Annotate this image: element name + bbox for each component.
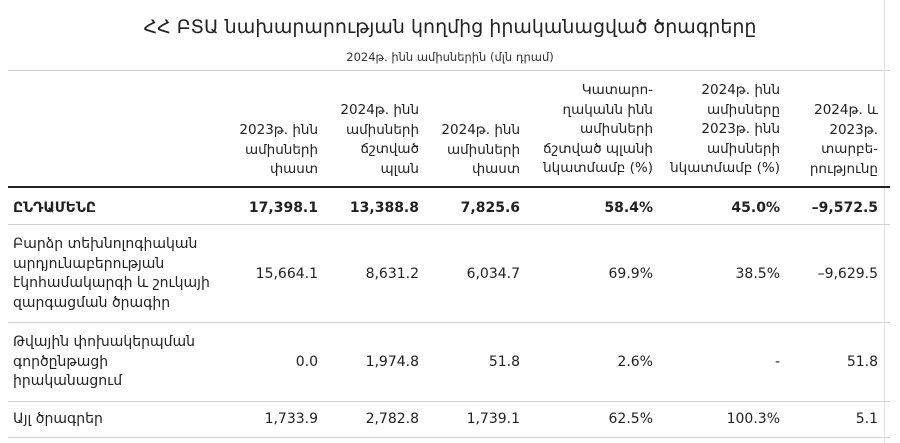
cell-2024-actual: 1,739.1	[466, 411, 520, 427]
row-label: ԸՆԴԱՄԵՆԸ	[13, 200, 96, 216]
row-label: Բարձր տեխնոլոգիական արդյունաբերության էկ…	[13, 236, 210, 311]
cell-2024-plan: 8,631.2	[365, 266, 419, 282]
table-subtitle: 2024թ. ինն ամիսներին (մլն դրամ)	[346, 50, 554, 64]
row-label: Թվային փոխակերպման գործընթացի իրականացու…	[13, 334, 196, 389]
cell-2024-actual: 7,825.6	[460, 200, 520, 216]
cell-2023-actual: 15,664.1	[255, 266, 318, 282]
row-divider	[8, 322, 890, 323]
cell-yoy-pct: 38.5%	[735, 266, 780, 282]
cell-vs-plan-pct: 2.6%	[617, 354, 653, 370]
cell-2023-actual: 0.0	[295, 354, 318, 370]
cell-vs-plan-pct: 69.9%	[608, 266, 653, 282]
row-divider	[8, 401, 890, 402]
cell-vs-plan-pct: 62.5%	[608, 411, 653, 427]
table-title: ՀՀ ԲՏԱ նախարարության կողմից իրականացված …	[143, 16, 757, 38]
col-header-2024-actual: 2024թ. ինն ամիսների փաստ	[441, 122, 520, 177]
cell-2024-plan: 2,782.8	[365, 411, 419, 427]
col-header-2024-plan: 2024թ. ինն ամիսների ճշտված պլան	[340, 102, 419, 177]
cell-2024-actual: 51.8	[488, 354, 520, 370]
cell-2023-actual: 1,733.9	[264, 411, 318, 427]
row-label: Այլ ծրագրեր	[13, 411, 103, 427]
cell-difference: 5.1	[855, 411, 878, 427]
col-header-yoy-pct: 2024թ. ինն ամիսները 2023թ. ինն ամիսների …	[670, 82, 780, 176]
row-divider	[8, 224, 890, 225]
cell-2024-actual: 6,034.7	[466, 266, 520, 282]
right-border	[884, 0, 885, 443]
col-header-vs-plan-pct: Կատարո- ղականն ինն ամիսների ճշտված պլանի…	[543, 82, 653, 176]
cell-yoy-pct: 100.3%	[726, 411, 780, 427]
cell-difference: 51.8	[846, 354, 878, 370]
col-header-2023-actual: 2023թ. ինն ամիսների փաստ	[239, 122, 318, 177]
header-divider	[8, 186, 890, 188]
col-header-difference: 2024թ. և 2023թ. տարբե- րությունը	[809, 102, 878, 177]
cell-vs-plan-pct: 58.4%	[604, 200, 653, 216]
cell-yoy-pct: -	[774, 354, 780, 370]
cell-difference: –9,572.5	[811, 200, 878, 216]
header-top-divider	[8, 70, 890, 71]
cell-2023-actual: 17,398.1	[248, 200, 318, 216]
cell-difference: –9,629.5	[817, 266, 878, 282]
row-divider	[8, 437, 890, 438]
cell-2024-plan: 13,388.8	[349, 200, 419, 216]
cell-yoy-pct: 45.0%	[731, 200, 780, 216]
cell-2024-plan: 1,974.8	[365, 354, 419, 370]
